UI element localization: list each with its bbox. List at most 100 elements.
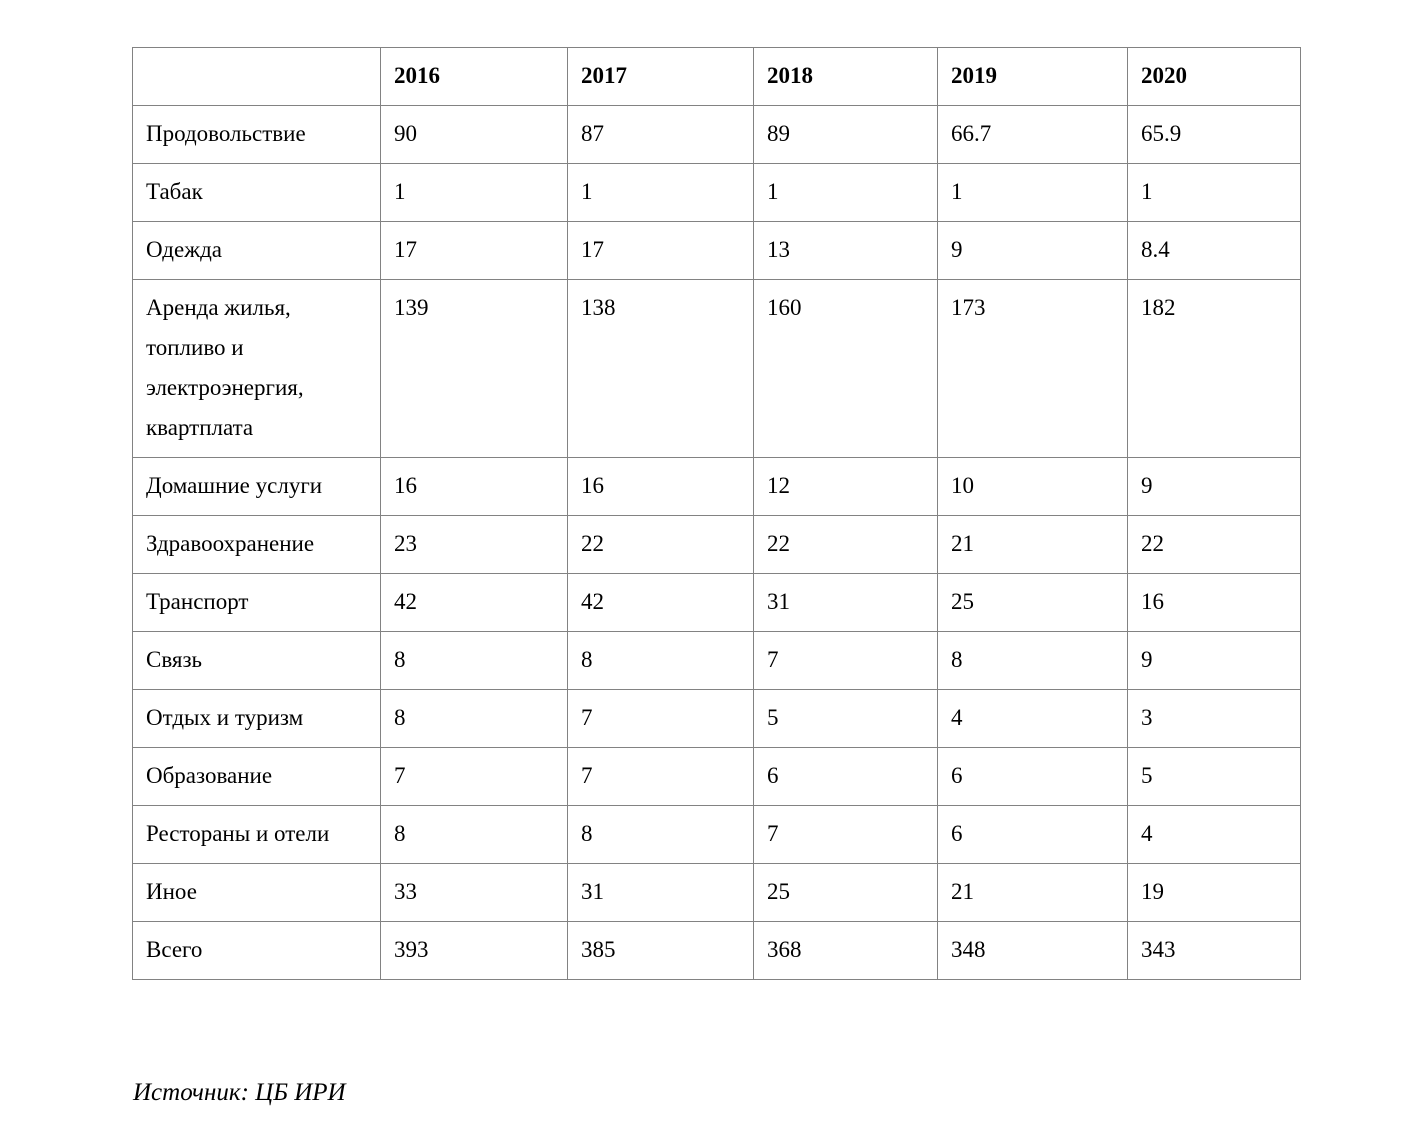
value-cell: 7 [567, 747, 754, 806]
header-cell-empty [132, 47, 381, 106]
value-cell: 139 [380, 279, 568, 458]
value-cell: 1 [937, 163, 1128, 222]
value-cell: 8.4 [1127, 221, 1301, 280]
value-cell: 23 [380, 515, 568, 574]
row-label: Транспорт [132, 573, 381, 632]
row-label: Здравоохранение [132, 515, 381, 574]
value-cell: 10 [937, 457, 1128, 516]
value-cell: 8 [380, 805, 568, 864]
table-row: Иное 33 31 25 21 19 [132, 863, 1301, 922]
value-cell: 19 [1127, 863, 1301, 922]
value-cell: 8 [567, 805, 754, 864]
row-label: Всего [132, 921, 381, 980]
value-cell: 368 [753, 921, 938, 980]
value-cell: 1 [567, 163, 754, 222]
table-row: Домашние услуги 16 16 12 10 9 [132, 457, 1301, 516]
header-cell-year: 2019 [937, 47, 1128, 106]
value-cell: 8 [937, 631, 1128, 690]
value-cell: 66.7 [937, 105, 1128, 164]
value-cell: 8 [380, 631, 568, 690]
value-cell: 90 [380, 105, 568, 164]
value-cell: 8 [567, 631, 754, 690]
value-cell: 343 [1127, 921, 1301, 980]
value-cell: 16 [1127, 573, 1301, 632]
value-cell: 22 [1127, 515, 1301, 574]
value-cell: 6 [937, 805, 1128, 864]
value-cell: 8 [380, 689, 568, 748]
value-cell: 9 [937, 221, 1128, 280]
value-cell: 9 [1127, 457, 1301, 516]
value-cell: 5 [1127, 747, 1301, 806]
table-body: Продовольствие 90 87 89 66.7 65.9 Табак 1 1 1 1 1 Од… [132, 105, 1301, 980]
table-row: Аренда жилья, топливо и электроэнергия, … [132, 279, 1301, 458]
value-cell: 13 [753, 221, 938, 280]
row-label: Домашние услуги [132, 457, 381, 516]
row-label: Рестораны и отели [132, 805, 381, 864]
value-cell: 385 [567, 921, 754, 980]
value-cell: 138 [567, 279, 754, 458]
row-label: Продовольствие [132, 105, 381, 164]
header-cell-year: 2017 [567, 47, 754, 106]
value-cell: 348 [937, 921, 1128, 980]
row-label: Табак [132, 163, 381, 222]
value-cell: 25 [937, 573, 1128, 632]
value-cell: 33 [380, 863, 568, 922]
table-row: Продовольствие 90 87 89 66.7 65.9 [132, 105, 1301, 164]
value-cell: 25 [753, 863, 938, 922]
row-label: Одежда [132, 221, 381, 280]
value-cell: 12 [753, 457, 938, 516]
value-cell: 9 [1127, 631, 1301, 690]
value-cell: 42 [380, 573, 568, 632]
value-cell: 22 [753, 515, 938, 574]
value-cell: 6 [937, 747, 1128, 806]
value-cell: 42 [567, 573, 754, 632]
table-row: Всего 393 385 368 348 343 [132, 921, 1301, 980]
value-cell: 7 [380, 747, 568, 806]
table-row: Рестораны и отели 8 8 7 6 4 [132, 805, 1301, 864]
table-row: Одежда 17 17 13 9 8.4 [132, 221, 1301, 280]
table-row: Связь 8 8 7 8 9 [132, 631, 1301, 690]
value-cell: 1 [753, 163, 938, 222]
value-cell: 7 [567, 689, 754, 748]
table-row: Отдых и туризм 8 7 5 4 3 [132, 689, 1301, 748]
value-cell: 1 [380, 163, 568, 222]
value-cell: 4 [937, 689, 1128, 748]
expenditure-table: 2016 2017 2018 2019 2020 Продовольствие 90 87 8… [132, 47, 1301, 980]
value-cell: 7 [753, 805, 938, 864]
table-row: Транспорт 42 42 31 25 16 [132, 573, 1301, 632]
value-cell: 21 [937, 863, 1128, 922]
row-label: Образование [132, 747, 381, 806]
value-cell: 17 [567, 221, 754, 280]
value-cell: 17 [380, 221, 568, 280]
header-row: 2016 2017 2018 2019 2020 [132, 47, 1301, 106]
table-row: Табак 1 1 1 1 1 [132, 163, 1301, 222]
value-cell: 7 [753, 631, 938, 690]
value-cell: 5 [753, 689, 938, 748]
value-cell: 89 [753, 105, 938, 164]
row-label: Аренда жилья, топливо и электроэнергия, … [132, 279, 381, 458]
header-cell-year: 2016 [380, 47, 568, 106]
value-cell: 31 [753, 573, 938, 632]
value-cell: 21 [937, 515, 1128, 574]
table-row: Образование 7 7 6 6 5 [132, 747, 1301, 806]
row-label: Отдых и туризм [132, 689, 381, 748]
row-label: Связь [132, 631, 381, 690]
value-cell: 87 [567, 105, 754, 164]
value-cell: 6 [753, 747, 938, 806]
value-cell: 160 [753, 279, 938, 458]
source-caption: Источник: ЦБ ИРИ [133, 1079, 346, 1106]
value-cell: 65.9 [1127, 105, 1301, 164]
value-cell: 4 [1127, 805, 1301, 864]
value-cell: 16 [567, 457, 754, 516]
table-row: Здравоохранение 23 22 22 21 22 [132, 515, 1301, 574]
row-label: Иное [132, 863, 381, 922]
header-cell-year: 2018 [753, 47, 938, 106]
value-cell: 173 [937, 279, 1128, 458]
value-cell: 31 [567, 863, 754, 922]
value-cell: 393 [380, 921, 568, 980]
value-cell: 16 [380, 457, 568, 516]
value-cell: 1 [1127, 163, 1301, 222]
value-cell: 3 [1127, 689, 1301, 748]
value-cell: 182 [1127, 279, 1301, 458]
